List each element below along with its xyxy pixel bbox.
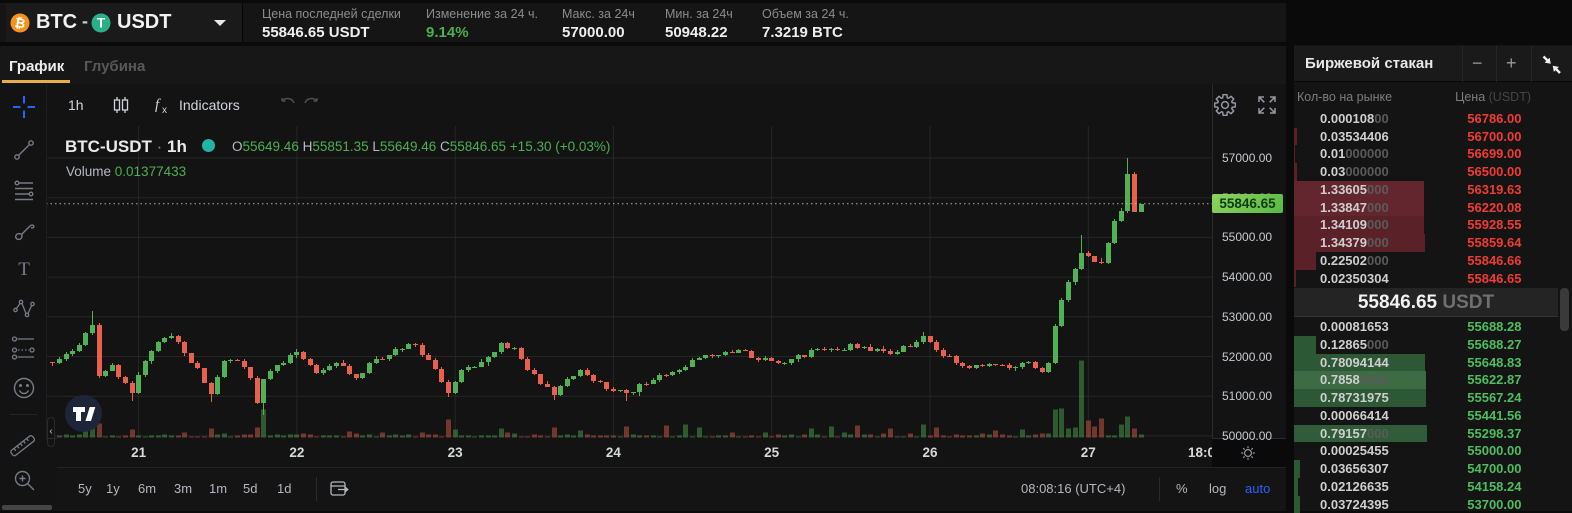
svg-text:₿: ₿: [13, 15, 26, 32]
svg-text:f: f: [155, 97, 161, 113]
svg-text:T: T: [18, 259, 30, 280]
svg-text:x: x: [162, 105, 167, 115]
svg-text:T: T: [97, 16, 106, 31]
